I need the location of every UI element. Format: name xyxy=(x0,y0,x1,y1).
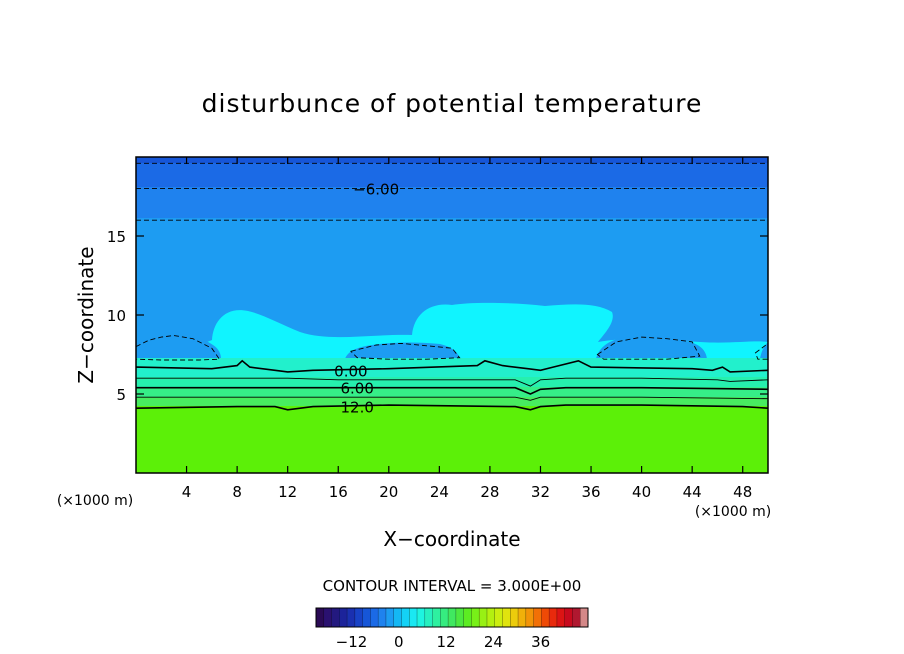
cell-1 xyxy=(136,335,221,359)
x-tick-label-10: 44 xyxy=(683,483,702,501)
colorbar-swatch-29 xyxy=(541,608,550,627)
y-ticks: 5 10 15 xyxy=(107,228,768,404)
colorbar-tick-label-0: −12 xyxy=(336,633,368,651)
chart-title: disturbunce of potential temperature xyxy=(202,89,703,118)
colorbar-swatch-16 xyxy=(440,608,449,627)
colorbar-swatch-11 xyxy=(401,608,410,627)
colorbar-swatch-32 xyxy=(564,608,573,627)
colorbar-swatch-18 xyxy=(455,608,464,627)
colorbar-swatch-27 xyxy=(525,608,534,627)
contour-label-1: 0.00 xyxy=(334,362,367,380)
x-axis-label: X−coordinate xyxy=(383,527,520,551)
colorbar-tick-label-3: 24 xyxy=(484,633,503,651)
x-tick-label-2: 12 xyxy=(278,483,297,501)
colorbar-swatch-0 xyxy=(316,608,325,627)
x-unit-label: (×1000 m) xyxy=(695,504,771,520)
colorbar-swatch-26 xyxy=(518,608,527,627)
colorbar-swatch-5 xyxy=(354,608,363,627)
x-tick-label-6: 28 xyxy=(480,483,499,501)
contour-line-11 xyxy=(136,404,768,411)
y-tick-label-1: 10 xyxy=(107,307,126,325)
colorbar-swatch-22 xyxy=(486,608,496,627)
x-tick-label-9: 40 xyxy=(632,483,651,501)
contour-line-6 xyxy=(754,342,768,360)
y-axis-label: Z−coordinate xyxy=(74,246,98,383)
x-ticks: 4 8 12 16 20 24 28 32 36 40 44 48 xyxy=(182,157,752,501)
x-tick-label-8: 36 xyxy=(581,483,600,501)
x-tick-label-1: 8 xyxy=(232,483,242,501)
colorbar-ticks: −12 0 12 24 36 xyxy=(336,633,551,651)
cell-3 xyxy=(596,335,707,359)
contour-line-10 xyxy=(136,396,768,401)
contour-line-3 xyxy=(136,335,221,361)
contour-line-9 xyxy=(136,386,768,395)
colorbar-swatch-28 xyxy=(533,608,542,627)
contour-line-4 xyxy=(350,342,461,360)
band-0-3 xyxy=(136,358,768,380)
colorbar-swatch-10 xyxy=(393,608,402,627)
colorbar-swatch-33 xyxy=(572,608,581,627)
colorbar-swatch-30 xyxy=(549,608,558,627)
colorbar-swatch-7 xyxy=(370,608,379,627)
lower-field xyxy=(136,406,768,473)
x-tick-label-7: 32 xyxy=(531,483,550,501)
colorbar-swatch-19 xyxy=(463,608,472,627)
colorbar-swatch-31 xyxy=(556,608,565,627)
colorbar-swatch-25 xyxy=(510,608,519,627)
colorbar-swatch-21 xyxy=(479,608,488,627)
contour-line-7 xyxy=(136,359,768,373)
top-band-1 xyxy=(136,157,768,163)
colorbar-swatch-24 xyxy=(502,608,511,627)
colorbar-swatch-9 xyxy=(385,608,395,627)
cell-4 xyxy=(760,342,768,359)
colorbar-swatch-2 xyxy=(331,608,340,627)
colorbar-swatch-8 xyxy=(378,608,387,627)
contour-label-2: 6.00 xyxy=(340,380,373,398)
plot-area xyxy=(136,157,768,473)
colorbar-swatch-34 xyxy=(580,608,589,627)
contour-line-8 xyxy=(136,377,768,387)
colorbar-tick-label-1: 0 xyxy=(394,633,404,651)
top-band-3 xyxy=(136,187,768,218)
contour-label-3: 12.0 xyxy=(340,399,373,417)
contour-label-0: −6.00 xyxy=(353,181,399,199)
x-tick-label-3: 16 xyxy=(329,483,348,501)
contour-line-5 xyxy=(596,336,701,360)
colorbar-swatch-3 xyxy=(339,608,348,627)
x-tick-label-0: 4 xyxy=(182,483,192,501)
colorbar-swatch-1 xyxy=(323,608,332,627)
colorbar-swatch-6 xyxy=(362,608,371,627)
x-tick-label-4: 20 xyxy=(379,483,398,501)
y-tick-label-0: 5 xyxy=(116,386,126,404)
colorbar-tick-label-4: 36 xyxy=(531,633,550,651)
contour-lines xyxy=(136,162,768,411)
colorbar-swatch-23 xyxy=(494,608,503,627)
colorbar-swatch-15 xyxy=(432,608,441,627)
top-band-2 xyxy=(136,163,768,187)
colorbar-swatch-20 xyxy=(471,608,480,627)
x-tick-label-5: 24 xyxy=(430,483,449,501)
contour-interval-label: CONTOUR INTERVAL = 3.000E+00 xyxy=(323,577,582,595)
y-tick-label-2: 15 xyxy=(107,228,126,246)
colorbar xyxy=(315,607,589,628)
colorbar-swatch-17 xyxy=(448,608,457,627)
colorbar-tick-label-2: 12 xyxy=(437,633,456,651)
band-3-6 xyxy=(136,377,768,390)
colorbar-swatch-14 xyxy=(424,608,433,627)
y-unit-label: (×1000 m) xyxy=(57,493,133,509)
colorbar-frame xyxy=(315,607,589,628)
colorbar-swatch-13 xyxy=(417,608,426,627)
x-tick-label-11: 48 xyxy=(733,483,752,501)
colorbar-swatch-4 xyxy=(347,608,356,627)
colorbar-swatch-12 xyxy=(409,608,418,627)
